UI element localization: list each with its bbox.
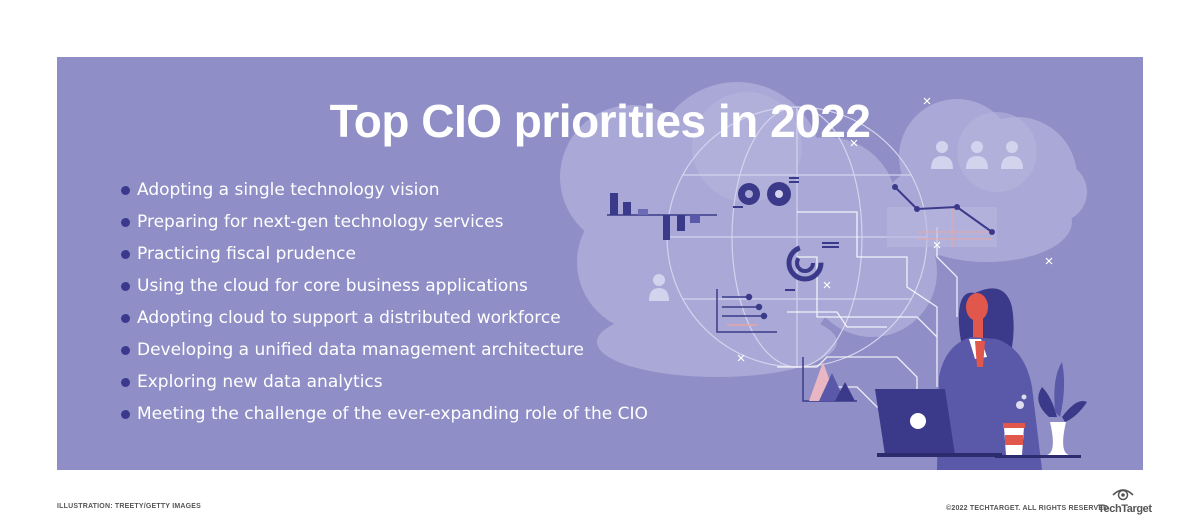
bullet-icon xyxy=(121,409,130,419)
list-item: Developing a unified data management arc… xyxy=(121,334,648,366)
list-item-label: Adopting cloud to support a distributed … xyxy=(137,308,561,328)
brand-logo: TechTarget xyxy=(1098,488,1152,516)
bullet-icon xyxy=(121,185,130,195)
coffee-cup xyxy=(1003,394,1027,455)
copyright-notice: ©2022 TECHTARGET. ALL RIGHTS RESERVED xyxy=(946,505,1109,512)
list-item: Preparing for next-gen technology servic… xyxy=(121,206,648,238)
circuit-lines xyxy=(777,211,958,408)
bullet-icon xyxy=(121,249,130,259)
page-title: Top CIO priorities in 2022 xyxy=(329,95,871,147)
list-item: Adopting cloud to support a distributed … xyxy=(121,302,648,334)
slider-chart xyxy=(716,289,777,333)
radial-chart xyxy=(785,242,839,291)
bullet-icon xyxy=(121,313,130,323)
list-item-label: Using the cloud for core business applic… xyxy=(137,276,528,296)
mountain-chart xyxy=(802,357,857,402)
priority-list: Adopting a single technology vision Prep… xyxy=(121,174,648,430)
bullet-icon xyxy=(121,217,130,227)
infographic-panel: Top CIO priorities in 2022 Adopting a si… xyxy=(57,57,1143,470)
list-item: Exploring new data analytics xyxy=(121,366,648,398)
list-item-label: Preparing for next-gen technology servic… xyxy=(137,212,504,232)
brand-name: TechTarget xyxy=(1098,503,1152,515)
bullet-icon xyxy=(121,345,130,355)
mini-bar-chart xyxy=(607,193,717,240)
list-item: Using the cloud for core business applic… xyxy=(121,270,648,302)
techtarget-eye-icon xyxy=(1112,489,1134,501)
bullet-icon xyxy=(121,377,130,387)
list-item: Practicing fiscal prudence xyxy=(121,238,648,270)
cloud-illustration xyxy=(560,82,1087,470)
sparkles xyxy=(737,97,1053,362)
list-item-label: Meeting the challenge of the ever-expand… xyxy=(137,404,648,424)
illustration-credit: ILLUSTRATION: TREETY/GETTY IMAGES xyxy=(57,503,202,510)
laptop xyxy=(875,389,1002,457)
list-item-label: Practicing fiscal prudence xyxy=(137,244,356,264)
line-chart xyxy=(887,184,997,247)
list-item-label: Developing a unified data management arc… xyxy=(137,340,584,360)
cloud-shapes xyxy=(560,82,1087,377)
donut-icons xyxy=(733,177,799,208)
user-icons xyxy=(649,141,1023,301)
bullet-icon xyxy=(121,281,130,291)
list-item-label: Exploring new data analytics xyxy=(137,372,383,392)
list-item-label: Adopting a single technology vision xyxy=(137,180,440,200)
plant xyxy=(995,362,1087,458)
list-item: Meeting the challenge of the ever-expand… xyxy=(121,398,648,430)
list-item: Adopting a single technology vision xyxy=(121,174,648,206)
